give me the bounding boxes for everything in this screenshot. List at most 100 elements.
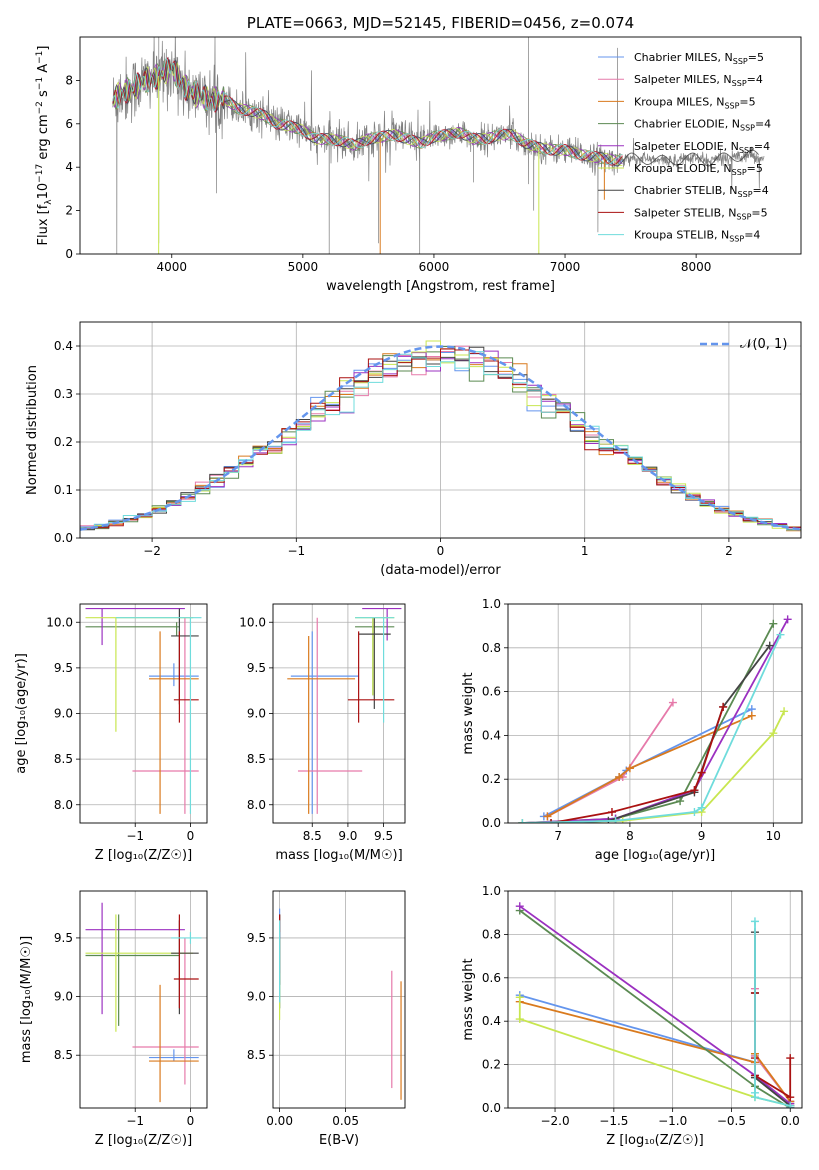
tick-label-y: 8.5	[54, 1048, 73, 1062]
tick-label-y: 8.5	[247, 1048, 266, 1062]
tick-label-y: 8	[65, 73, 73, 87]
tick-label-y: 10.0	[46, 615, 73, 629]
marker-kroupa-stelib	[750, 917, 759, 926]
tick-label-y: 9.0	[247, 990, 266, 1004]
mass-vs-Z-data	[85, 902, 202, 1103]
marker-salpeter-elodie	[515, 902, 524, 911]
x-axis-label: mass [log₁₀(M/M☉)]	[275, 848, 402, 863]
y-label-part: Flux [f	[36, 204, 51, 245]
chart-title: PLATE=0663, MJD=52145, FIBERID=0456, z=0…	[247, 14, 634, 32]
mass-vs-ebv-frame	[272, 890, 406, 1109]
legend-n: =4	[753, 184, 769, 197]
y-label-part: −1	[35, 77, 45, 90]
tick-label-x: −0.5	[717, 1114, 746, 1128]
weight-vs-Z-data	[515, 902, 795, 1108]
y-label-part: −2	[35, 101, 45, 114]
tick-label-x: 6000	[419, 260, 450, 274]
marker-salpeter-elodie	[783, 615, 792, 624]
legend-entry-kroupa-elodie: Kroupa ELODIE, NSSP=5	[634, 162, 763, 177]
legend-text: Chabrier STELIB, N	[634, 184, 738, 197]
age-vs-mass-data	[287, 607, 402, 814]
y-axis-label: mass [log₁₀(M/M☉)]	[19, 936, 34, 1063]
marker-salpeter-stelib	[786, 1093, 795, 1102]
marker-salpeter-stelib	[690, 786, 699, 795]
tick-label-y: 9.0	[247, 707, 266, 721]
tick-label-x: 7	[554, 829, 562, 843]
observed-spectrum	[112, 37, 765, 254]
hist-salpeter-elodie	[80, 350, 801, 533]
tick-label-x: 1	[581, 544, 589, 558]
tick-label-y: 0.2	[54, 435, 73, 449]
y-label-part: s	[36, 90, 51, 101]
tick-label-y: 8.5	[247, 752, 266, 766]
series-chabrier-stelib	[754, 932, 792, 1108]
gaussian-curve	[80, 345, 801, 531]
tick-label-x: 9	[698, 829, 706, 843]
y-label-part: A	[36, 64, 51, 77]
marker-kroupa-stelib	[776, 630, 785, 639]
tick-label-y: 9.5	[247, 931, 266, 945]
marker-kroupa-miles	[747, 711, 756, 720]
tick-label-x: 2	[725, 544, 733, 558]
legend-text: Kroupa MILES, N	[634, 95, 724, 108]
series-salpeter-miles	[546, 701, 674, 818]
tick-label-x: 0.00	[266, 1114, 293, 1128]
legend-text: Salpeter MILES, N	[634, 73, 732, 86]
legend-text: Salpeter ELODIE, N	[634, 140, 739, 153]
tick-label-y: 0.6	[482, 685, 501, 699]
legend-entry-salpeter-miles: Salpeter MILES, NSSP=4	[634, 73, 763, 88]
marker-salpeter-stelib	[786, 1054, 795, 1063]
tick-label-y: 9.5	[54, 661, 73, 675]
tick-label-y: 9.5	[54, 931, 73, 945]
marker-chabrier-elodie	[676, 797, 685, 806]
legend-sub: SSP	[736, 212, 751, 221]
legend-n: =5	[747, 162, 763, 175]
tick-label-y: 9.0	[54, 707, 73, 721]
legend-n: =4	[755, 118, 771, 131]
tick-label-x: −1	[287, 544, 305, 558]
marker-salpeter-stelib	[607, 808, 616, 817]
series-salpeter-elodie	[522, 618, 789, 823]
tick-label-y: 8.0	[247, 798, 266, 812]
tick-label-y: 10.0	[239, 615, 266, 629]
tick-label-y: 0.6	[482, 971, 501, 985]
marker-salpeter-stelib	[697, 768, 706, 777]
mass-vs-ebv-data	[279, 908, 402, 1100]
marker-kroupa-elodie	[515, 1015, 524, 1024]
tick-label-y: 0.0	[54, 531, 73, 545]
tick-label-x: 8	[626, 829, 634, 843]
tick-label-x: 5000	[288, 260, 319, 274]
legend-text: Chabrier MILES, N	[634, 51, 733, 64]
tick-label-x: 9.0	[338, 829, 357, 843]
tick-label-y: 6	[65, 117, 73, 131]
series-kroupa-stelib	[522, 634, 782, 823]
marker-kroupa-stelib	[611, 816, 620, 823]
tick-label-y: 0	[65, 247, 73, 261]
x-axis-label: wavelength [Angstrom, rest frame]	[326, 279, 555, 294]
model-salpeter-stelib	[112, 57, 623, 166]
age-vs-mass-axes: 8.5 9.0 9.5 8.0 8.5 9.0 9.5 10.0 mass [log₁₀(M/M…	[239, 604, 405, 863]
x-axis-label: age [log₁₀(age/yr)]	[595, 848, 716, 863]
series-kroupa-miles	[519, 1000, 791, 1103]
x-axis-label: Z [log₁₀(Z/Z☉)]	[95, 1133, 192, 1148]
residuals-axes: −2 −1 0 1 2 0.0 0.1 0.2 0.3 0.4 (data-model)/error…	[25, 322, 801, 578]
x-axis-label: Z [log₁₀(Z/Z☉)]	[606, 1133, 703, 1148]
tick-label-x: 0	[187, 1114, 195, 1128]
tick-label-x: 8.5	[303, 829, 322, 843]
tick-label-x: 0.0	[781, 1114, 800, 1128]
marker-salpeter-stelib	[719, 702, 728, 711]
x-axis-label: E(B-V)	[319, 1133, 359, 1148]
weight-vs-age-frame	[507, 603, 803, 824]
legend-entry-kroupa-stelib: Kroupa STELIB, NSSP=4	[634, 229, 760, 244]
legend-entry-salpeter-stelib: Salpeter STELIB, NSSP=5	[634, 206, 768, 221]
marker-kroupa-stelib	[690, 808, 699, 817]
hist-kroupa-stelib	[80, 351, 801, 533]
tick-label-y: 0.1	[54, 483, 73, 497]
spectrum-data	[112, 37, 765, 254]
legend-sub: SSP	[738, 190, 753, 199]
tick-label-x: −1.5	[599, 1114, 628, 1128]
residuals-frame	[79, 321, 802, 539]
y-axis-label: mass weight	[461, 958, 476, 1040]
y-label-part: −1	[35, 51, 45, 64]
